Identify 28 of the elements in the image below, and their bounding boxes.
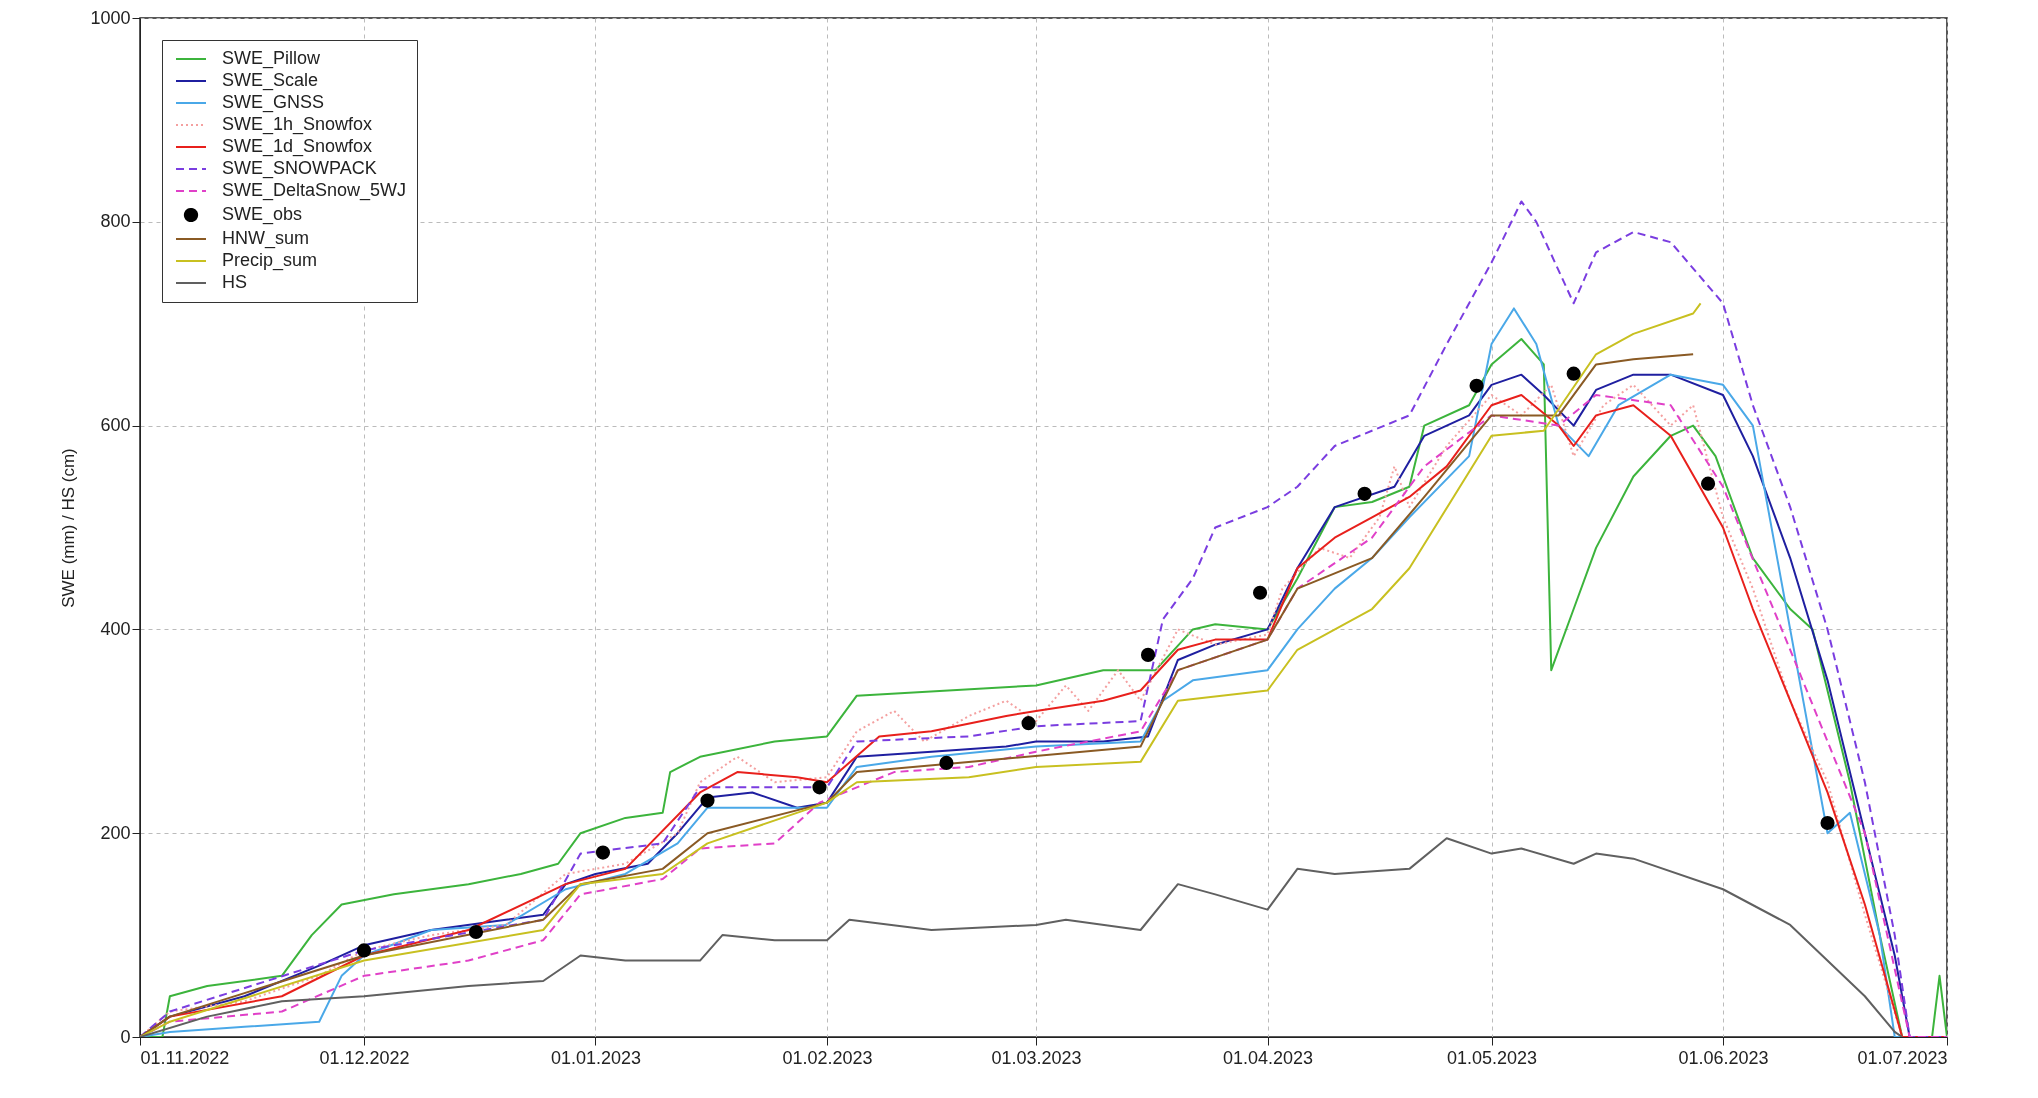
y-tick-label: 800 [100,211,131,232]
x-tick-label: 01.12.2022 [319,1047,410,1068]
x-tick-label: 01.04.2023 [1222,1047,1314,1068]
legend-label: SWE_GNSS [222,92,325,113]
legend-label: SWE_DeltaSnow_5WJ [222,180,407,201]
line-series [140,837,1904,1037]
x-tick-label: 01.07.2023 [1857,1047,1948,1068]
x-tick-label: 01.03.2023 [991,1047,1082,1068]
legend-label: Precip_sum [222,250,318,271]
y-tick-label: 0 [120,1026,131,1047]
x-tick-label: 01.11.2022 [140,1047,230,1068]
y-tick-label: 400 [100,618,131,639]
legend-label: SWE_SNOWPACK [222,158,377,179]
legend-label: HS [222,272,248,292]
x-tick-label: 01.02.2023 [782,1047,873,1068]
legend-label: SWE_obs [222,204,303,225]
legend-label: SWE_1d_Snowfox [222,136,373,157]
legend-label: HNW_sum [222,228,310,249]
x-tick-label: 01.06.2023 [1678,1047,1769,1068]
legend-label: SWE_Pillow [222,48,322,69]
y-tick-label: 200 [100,822,131,843]
y-axis-title: SWE (mm) / HS (cm) [59,448,79,608]
legend-label: SWE_Scale [222,70,319,91]
y-tick-label: 600 [100,415,131,436]
x-tick-label: 01.05.2023 [1446,1047,1538,1068]
x-tick-label: 01.01.2023 [550,1047,642,1068]
y-tick-label: 1000 [90,7,131,28]
legend-label: SWE_1h_Snowfox [222,114,373,135]
